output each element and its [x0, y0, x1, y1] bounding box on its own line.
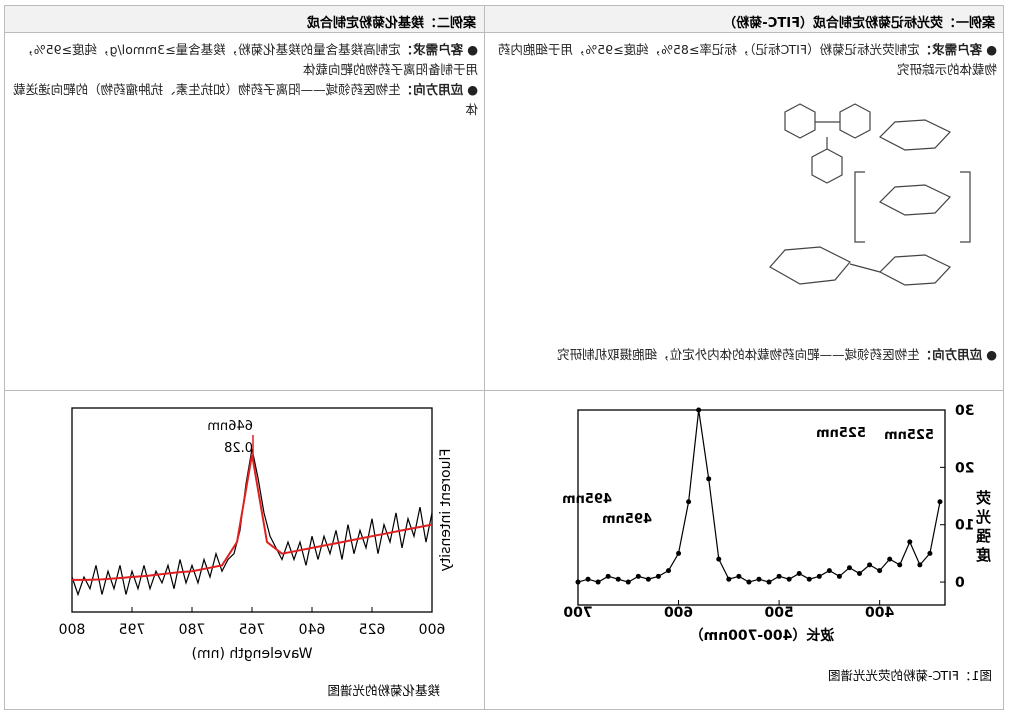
series-line [72, 454, 433, 581]
header-cell: 案例一：荧光标记菊粉定制合成（FITC-菊粉） [484, 5, 1004, 33]
x-tick-label: 400 [865, 605, 894, 621]
marker [746, 579, 752, 585]
label: 客户需求： [919, 42, 983, 57]
marker [766, 579, 772, 585]
marker [605, 573, 611, 579]
series-line [71, 448, 433, 597]
label: 应用方向： [400, 82, 464, 97]
x-axis-label: Wavelength (nm) [192, 646, 313, 662]
annotation: 646nm [207, 419, 253, 434]
marker [796, 570, 802, 576]
header: 案例一：荧光标记菊粉定制合成（FITC-菊粉） [723, 16, 995, 31]
x-tick-label: 700 [563, 605, 592, 621]
marker [826, 568, 832, 574]
plot-frame [577, 409, 946, 606]
marker [696, 407, 702, 413]
marker [806, 576, 812, 582]
x-tick-label: 600 [664, 605, 693, 621]
y-tick-label: 20 [955, 460, 975, 476]
marker [846, 565, 852, 571]
marker [836, 573, 842, 579]
marker [756, 576, 762, 582]
label: 应用方向： [919, 347, 983, 362]
marker [927, 550, 933, 556]
x-tick-label: 795 [119, 622, 146, 638]
x-tick-label: 800 [59, 622, 86, 638]
requirement: ● 客户需求：定制高羧基含量的羧基化菊粉，羧基含量≥3mmol/g，纯度≥95%… [13, 42, 478, 117]
annotation: 525nm [884, 428, 934, 443]
marker [917, 562, 923, 568]
marker [816, 573, 822, 579]
marker [867, 562, 873, 568]
marker [595, 579, 601, 585]
marker [716, 556, 722, 562]
caption: 图1：FITC-菊粉的荧光光谱图 [828, 668, 992, 683]
x-tick-label: 625 [359, 622, 386, 638]
caption: 羧基化菊粉的光谱图 [327, 683, 440, 698]
text: 生物医药领域——靶向药物载体的体内外定位，细胞摄取机制研究 [557, 347, 920, 362]
marker [937, 499, 943, 505]
structure-diagram [769, 103, 971, 286]
plot-frame [71, 407, 433, 613]
x-tick-label: 765 [239, 622, 266, 638]
marker [585, 576, 591, 582]
chart: 600 625 640 765 780 795 800 646nm 0.28 Wavelength… [59, 407, 454, 698]
marker [645, 576, 651, 582]
marker [676, 550, 682, 556]
header: 案例二：羧基化菊粉定制合成 [306, 16, 476, 31]
marker [786, 576, 792, 582]
y-tick-label: 10 [955, 518, 975, 534]
x-tick-label: 600 [419, 622, 446, 638]
marker [635, 573, 641, 579]
annotation: 0.28 [224, 441, 253, 456]
marker [907, 539, 913, 545]
y-axis-label: 荧光强度 [975, 489, 993, 566]
marker [857, 570, 863, 576]
y-tick-label: 0 [955, 575, 965, 591]
marker [615, 576, 621, 582]
y-axis-label: Fluorent intensity [438, 449, 454, 572]
x-tick-label: 780 [179, 622, 206, 638]
marker [776, 573, 782, 579]
marker [665, 568, 671, 574]
chart: 400 500 600 700 0 10 20 30 525nm 525nm 495nm 495nm 波… [562, 403, 993, 683]
marker [887, 556, 893, 562]
marker [655, 573, 661, 579]
marker [877, 568, 883, 574]
annotation: 525nm [816, 426, 866, 441]
annotation: 495nm [562, 492, 612, 507]
marker [686, 499, 692, 505]
marker [736, 573, 742, 579]
x-tick-label: 500 [764, 605, 793, 621]
marker [897, 562, 903, 568]
marker [625, 579, 631, 585]
x-axis-label: 波长（400-700nm） [690, 627, 835, 644]
annotation: 495nm [602, 512, 652, 527]
y-tick-label: 30 [955, 403, 975, 419]
marker [706, 476, 712, 482]
marker [575, 579, 581, 585]
application: ● 应用方向：生物医药领域——靶向药物载体的体内外定位，细胞摄取机制研究 [557, 347, 997, 362]
marker [726, 576, 732, 582]
requirement: ● 客户需求：定制荧光标记菊粉（FITC标记），标记率≥85%，纯度≥95%，用… [497, 42, 997, 77]
label: 客户需求： [400, 42, 464, 57]
x-tick-label: 640 [299, 622, 326, 638]
header-cell: 案例二：羧基化菊粉定制合成 [4, 5, 485, 33]
